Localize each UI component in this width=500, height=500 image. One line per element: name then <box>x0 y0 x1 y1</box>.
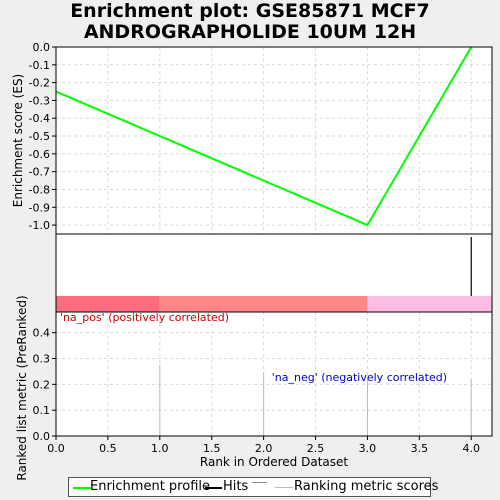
x-axis-label: Rank in Ordered Dataset <box>200 455 348 469</box>
legend-enrichment-swatch <box>73 487 91 489</box>
legend-metric-label: Ranking metric scores <box>294 479 439 494</box>
metric-y-axis-label: Ranked list metric (PreRanked) <box>15 295 29 480</box>
es-y-tick-label: -0.5 <box>29 130 50 143</box>
colorbar-segment <box>159 296 368 312</box>
es-y-tick-label: -0.6 <box>29 148 50 161</box>
es-y-axis-label: Enrichment score (ES) <box>11 74 25 207</box>
chart-title-line-1: Enrichment plot: GSE85871 MCF7 <box>70 0 430 22</box>
x-tick-label: 3.0 <box>359 442 377 455</box>
legend-hits-swatch <box>205 487 222 489</box>
x-tick-label: 3.5 <box>411 442 429 455</box>
legend-hits-label: Hits <box>223 479 249 494</box>
colorbar-segment <box>367 296 492 312</box>
legend-enrichment-label: Enrichment profile <box>90 479 210 494</box>
es-y-tick-label: -0.9 <box>29 201 50 214</box>
metric-y-tick-label: 0.3 <box>33 353 51 366</box>
metric-panel-border <box>55 311 493 437</box>
enrichment-profile-line <box>55 46 473 227</box>
es-y-tick-label: -0.7 <box>29 166 50 179</box>
x-tick-label: 0.5 <box>99 442 117 455</box>
es-y-tick-label: -0.3 <box>29 94 50 107</box>
na-neg-annotation: 'na_neg' (negatively correlated) <box>272 371 447 384</box>
legend-blank-swatch <box>252 482 267 483</box>
es-y-tick-label: -0.2 <box>29 77 50 90</box>
chart-title-line-2: ANDROGRAPHOLIDE 10UM 12H <box>83 21 417 43</box>
na-pos-annotation: 'na_pos' (positively correlated) <box>60 311 229 324</box>
es-y-tick-label: -1.0 <box>29 219 50 232</box>
x-tick-label: 4.0 <box>462 442 480 455</box>
metric-y-tick-label: 0.1 <box>33 404 51 417</box>
x-tick-label: 0.0 <box>47 442 65 455</box>
x-tick-label: 2.0 <box>255 442 273 455</box>
x-tick-label: 1.5 <box>203 442 221 455</box>
x-tick-label: 1.0 <box>151 442 169 455</box>
es-y-tick-label: -0.1 <box>29 59 50 72</box>
hits-panel-background <box>56 234 492 296</box>
es-y-tick-label: -0.8 <box>29 183 50 196</box>
chart-title: Enrichment plot: GSE85871 MCF7 ANDROGRAP… <box>0 1 500 43</box>
metric-y-tick-label: 0.4 <box>33 327 51 340</box>
es-panel-background <box>56 47 492 234</box>
legend: Enrichment profile Hits Ranking metric s… <box>68 477 438 497</box>
legend-metric-swatch <box>275 487 293 488</box>
x-tick-label: 2.5 <box>307 442 325 455</box>
colorbar-segment <box>56 296 160 312</box>
metric-y-tick-label: 0.2 <box>33 378 51 391</box>
metric-y-tick-label: 0.0 <box>33 430 51 443</box>
es-y-tick-label: 0.0 <box>33 41 51 54</box>
es-y-tick-label: -0.4 <box>29 112 50 125</box>
